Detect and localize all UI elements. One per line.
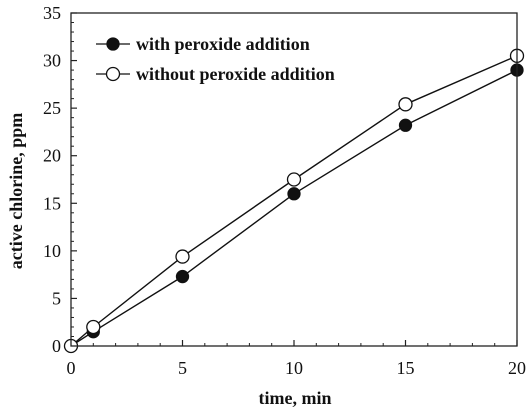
x-tick-label: 20: [508, 358, 526, 378]
x-tick-labels: 0 5 10 15 20: [67, 358, 527, 378]
legend: with peroxide addition without peroxide …: [96, 34, 335, 84]
legend-label-with-peroxide: with peroxide addition: [136, 34, 310, 54]
x-tick-label: 0: [67, 358, 76, 378]
series-layer: [63, 48, 525, 354]
y-tick-label: 10: [43, 241, 61, 261]
legend-entry-without-peroxide: without peroxide addition: [96, 64, 335, 84]
y-tick-labels: 0 5 10 15 20 25 30 35: [43, 3, 61, 356]
data-point-without-peroxide: [86, 319, 101, 335]
data-point-with-peroxide: [398, 118, 413, 132]
legend-entry-with-peroxide: with peroxide addition: [96, 34, 310, 54]
data-point-with-peroxide: [287, 187, 301, 201]
series-line-with-peroxide: [70, 69, 518, 347]
y-axis-label: active chlorine, ppm: [6, 113, 26, 269]
data-point-without-peroxide: [398, 97, 413, 112]
legend-label-without-peroxide: without peroxide addition: [136, 64, 335, 84]
x-tick-label: 10: [285, 358, 303, 378]
y-tick-label: 5: [52, 288, 61, 308]
x-tick-label: 15: [397, 358, 415, 378]
data-point-with-peroxide: [175, 269, 190, 284]
plot-frame: [70, 12, 518, 347]
y-tick-label: 25: [43, 98, 61, 118]
y-tick-label: 30: [43, 51, 61, 71]
data-point-without-peroxide: [286, 172, 302, 187]
series-line-without-peroxide: [70, 55, 518, 347]
y-tick-label: 20: [43, 146, 61, 166]
legend-marker-open-circle: [105, 66, 121, 82]
x-axis-label: time, min: [259, 388, 332, 408]
y-tick-label: 0: [52, 336, 61, 356]
y-tick-label: 15: [43, 193, 61, 213]
y-tick-label: 35: [43, 3, 61, 23]
x-tick-label: 5: [178, 358, 187, 378]
data-point-without-peroxide: [175, 249, 190, 264]
legend-marker-filled-circle: [106, 37, 120, 51]
